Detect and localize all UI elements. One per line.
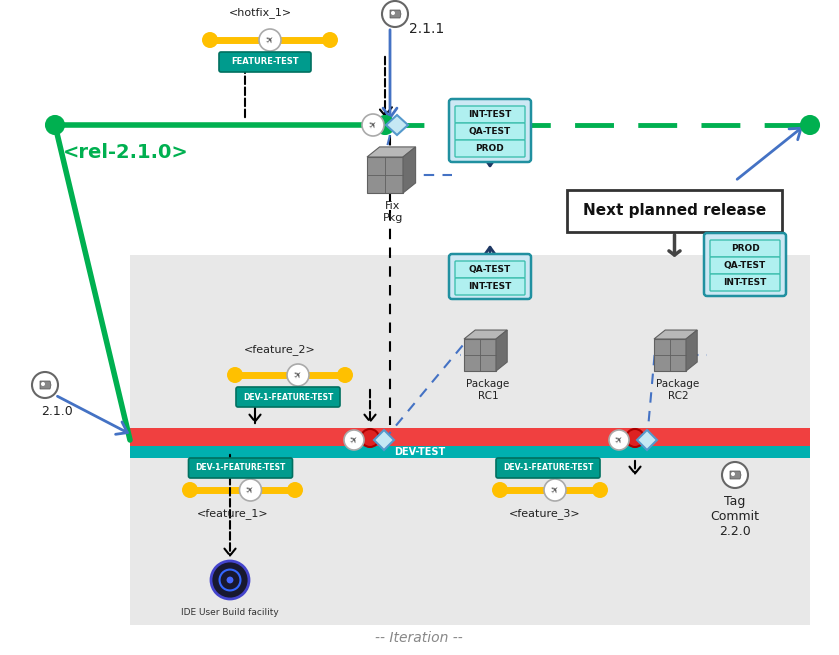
- Text: Tag
Commit
2.2.0: Tag Commit 2.2.0: [711, 495, 759, 538]
- Polygon shape: [367, 157, 403, 193]
- FancyBboxPatch shape: [455, 123, 525, 140]
- Circle shape: [46, 116, 64, 134]
- Circle shape: [287, 482, 303, 498]
- Circle shape: [609, 430, 629, 450]
- Circle shape: [227, 576, 233, 584]
- Bar: [130, 446, 810, 458]
- Text: DEV-1-FEATURE-TEST: DEV-1-FEATURE-TEST: [242, 392, 333, 402]
- FancyBboxPatch shape: [449, 254, 531, 299]
- Text: ✈: ✈: [347, 434, 361, 447]
- Polygon shape: [654, 339, 686, 371]
- Polygon shape: [496, 330, 508, 371]
- Text: PROD: PROD: [476, 144, 504, 153]
- Text: IDE User Build facility: IDE User Build facility: [181, 608, 279, 617]
- Text: <hotfix_1>: <hotfix_1>: [228, 7, 292, 18]
- Bar: [130, 428, 810, 452]
- Bar: [130, 255, 810, 625]
- FancyBboxPatch shape: [496, 458, 600, 478]
- Text: QA-TEST: QA-TEST: [724, 261, 766, 270]
- Circle shape: [32, 372, 58, 398]
- Circle shape: [337, 367, 353, 383]
- Polygon shape: [403, 147, 415, 193]
- Circle shape: [259, 29, 281, 51]
- Polygon shape: [40, 381, 51, 389]
- Text: 2.1.1: 2.1.1: [409, 22, 444, 36]
- Text: Next planned release: Next planned release: [583, 204, 766, 219]
- Text: DEV-TEST: DEV-TEST: [394, 447, 446, 457]
- Circle shape: [344, 430, 364, 450]
- FancyBboxPatch shape: [449, 99, 531, 162]
- FancyBboxPatch shape: [704, 233, 786, 296]
- Text: Package
RC1: Package RC1: [466, 379, 509, 401]
- Circle shape: [362, 114, 384, 136]
- Text: ✈: ✈: [367, 119, 379, 132]
- Text: <rel-2.1.0>: <rel-2.1.0>: [63, 143, 189, 162]
- Circle shape: [626, 429, 644, 447]
- Text: ✈: ✈: [612, 434, 625, 447]
- Text: DEV-1-FEATURE-TEST: DEV-1-FEATURE-TEST: [195, 464, 286, 472]
- FancyBboxPatch shape: [236, 387, 340, 407]
- Circle shape: [239, 479, 262, 501]
- Text: -- Iteration --: -- Iteration --: [375, 631, 463, 645]
- FancyBboxPatch shape: [710, 274, 780, 291]
- Text: <feature_3>: <feature_3>: [509, 508, 581, 519]
- Circle shape: [202, 32, 218, 48]
- Circle shape: [211, 561, 249, 599]
- Circle shape: [391, 11, 395, 15]
- Text: 2.1.0: 2.1.0: [41, 405, 73, 418]
- Circle shape: [801, 116, 819, 134]
- Text: Fix
Pkg: Fix Pkg: [383, 201, 404, 223]
- Circle shape: [322, 32, 338, 48]
- Circle shape: [382, 1, 408, 27]
- Circle shape: [376, 116, 394, 134]
- Circle shape: [227, 367, 243, 383]
- FancyBboxPatch shape: [219, 52, 311, 72]
- Text: PROD: PROD: [731, 244, 759, 253]
- FancyBboxPatch shape: [189, 458, 293, 478]
- Text: INT-TEST: INT-TEST: [468, 282, 512, 291]
- Text: FEATURE-TEST: FEATURE-TEST: [232, 58, 299, 67]
- Text: ✈: ✈: [549, 483, 561, 496]
- Polygon shape: [464, 339, 496, 371]
- Text: INT-TEST: INT-TEST: [468, 110, 512, 119]
- Text: <feature_1>: <feature_1>: [196, 508, 268, 519]
- Text: QA-TEST: QA-TEST: [469, 265, 511, 274]
- Circle shape: [41, 382, 45, 386]
- Circle shape: [361, 429, 379, 447]
- Polygon shape: [367, 147, 415, 157]
- Polygon shape: [464, 330, 508, 339]
- Circle shape: [544, 479, 566, 501]
- Circle shape: [722, 462, 748, 488]
- Polygon shape: [390, 10, 401, 18]
- Text: DEV-1-FEATURE-TEST: DEV-1-FEATURE-TEST: [503, 464, 593, 472]
- Bar: [567, 190, 782, 232]
- Text: ✈: ✈: [244, 483, 257, 496]
- Polygon shape: [730, 471, 741, 479]
- Circle shape: [592, 482, 608, 498]
- Text: ✈: ✈: [292, 369, 305, 381]
- Text: QA-TEST: QA-TEST: [469, 127, 511, 136]
- Text: INT-TEST: INT-TEST: [723, 278, 767, 287]
- Polygon shape: [686, 330, 697, 371]
- Polygon shape: [654, 330, 697, 339]
- Text: <feature_2>: <feature_2>: [244, 344, 315, 355]
- Circle shape: [220, 570, 241, 590]
- Circle shape: [182, 482, 198, 498]
- Circle shape: [287, 364, 309, 386]
- FancyBboxPatch shape: [455, 140, 525, 157]
- Polygon shape: [386, 115, 408, 135]
- FancyBboxPatch shape: [455, 278, 525, 295]
- Text: Package
RC2: Package RC2: [656, 379, 700, 401]
- FancyBboxPatch shape: [710, 257, 780, 274]
- FancyBboxPatch shape: [710, 240, 780, 257]
- Circle shape: [731, 472, 735, 476]
- FancyBboxPatch shape: [455, 106, 525, 123]
- Circle shape: [492, 482, 508, 498]
- Text: ✈: ✈: [263, 33, 276, 47]
- Polygon shape: [374, 430, 394, 450]
- FancyBboxPatch shape: [455, 261, 525, 278]
- Polygon shape: [637, 430, 657, 450]
